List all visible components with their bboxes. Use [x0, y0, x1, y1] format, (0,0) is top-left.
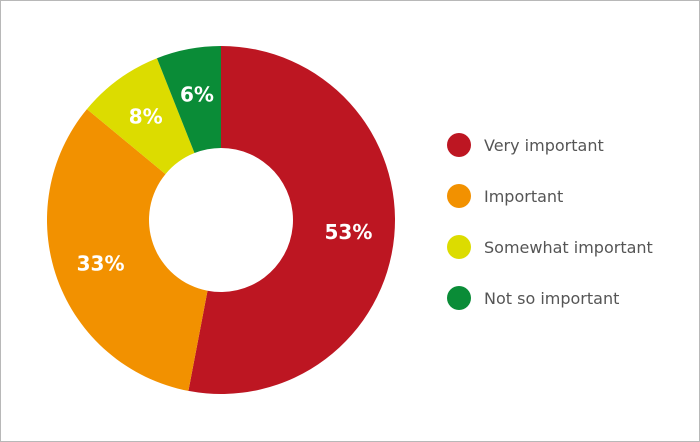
- slice-label-very-important: 53%: [324, 220, 372, 244]
- legend-swatch: [447, 286, 471, 310]
- slice-label-not-so-important: 6%: [180, 82, 214, 106]
- legend-label: Not so important: [484, 288, 620, 308]
- legend-swatch: [447, 133, 471, 157]
- slice-not-so-important: [156, 46, 221, 154]
- legend-item-very-important: Very important: [447, 132, 653, 158]
- legend-item-important: Important: [447, 183, 653, 209]
- legend-swatch: [447, 235, 471, 259]
- legend: Very important Important Somewhat import…: [447, 132, 653, 336]
- legend-item-not-so-important: Not so important: [447, 285, 653, 311]
- slice-important: [47, 109, 208, 391]
- slice-label-important: 33%: [77, 251, 125, 275]
- legend-label: Important: [484, 186, 564, 206]
- slice-somewhat-important: [86, 58, 195, 175]
- slice-very-important: [188, 46, 396, 394]
- legend-label: Very important: [484, 135, 604, 155]
- legend-item-somewhat-important: Somewhat important: [447, 234, 653, 260]
- legend-label: Somewhat important: [484, 237, 653, 257]
- legend-swatch: [447, 184, 471, 208]
- donut-slices: [47, 46, 396, 394]
- donut-value-labels: 53% 33% 8% 6%: [77, 82, 373, 275]
- slice-label-somewhat-important: 8%: [129, 104, 163, 128]
